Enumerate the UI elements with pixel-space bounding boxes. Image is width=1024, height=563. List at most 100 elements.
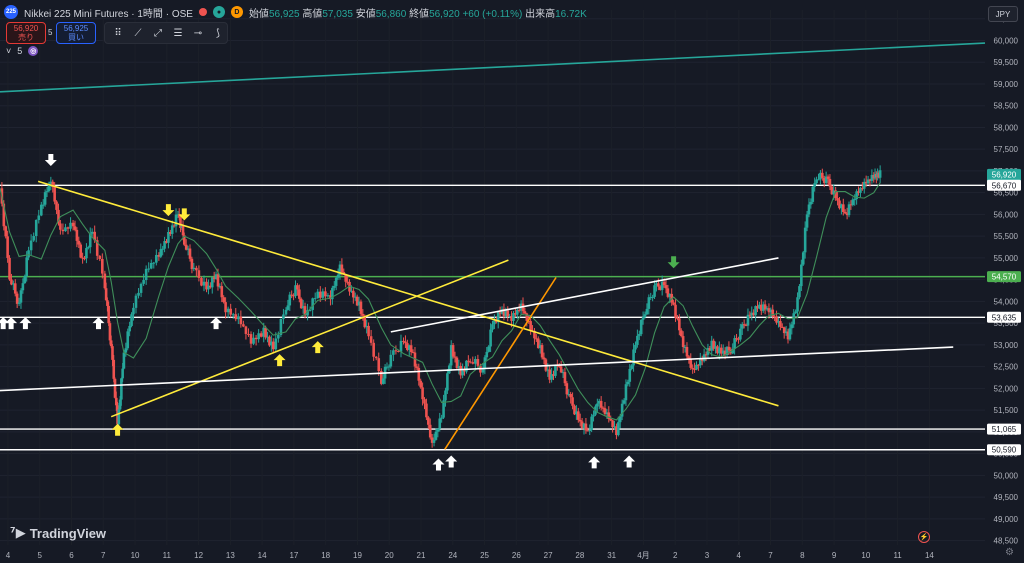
drag-handle-icon[interactable]: ⠿ [114,27,122,39]
candle-body [746,314,750,326]
candle-body [857,191,860,193]
path-icon[interactable]: ⟆ [216,27,220,39]
candle-body [427,417,430,425]
candle-body [794,311,797,314]
arrow-up-icon [92,317,105,330]
candle-body [777,321,780,323]
y-tick-label: 51,500 [994,406,1019,415]
candle-body [765,308,769,310]
candle-body [463,369,466,372]
candle-body [832,190,836,195]
candle-body [588,429,592,431]
candle-body [695,364,698,370]
sell-button[interactable]: 56,920 売り [6,22,46,44]
trendline-icon[interactable]: ⟋ [134,27,142,39]
candle-body [563,372,567,384]
candle-body [580,421,584,429]
candle-body [90,231,94,234]
candle-body [137,292,140,296]
candle-body [66,227,70,229]
candle-body [8,257,11,280]
candle-body [172,225,176,227]
fib-icon[interactable]: ☰ [173,27,183,39]
candle-body [864,181,868,184]
candle-body [205,281,208,290]
candle-body [658,286,662,290]
candle-body [404,341,407,344]
candle-body [303,306,307,316]
currency-button[interactable]: JPY [988,6,1018,22]
candle-body [807,204,811,215]
candle-body [329,295,332,300]
candle-body [679,330,683,337]
candle-body [200,277,203,286]
candle-body [316,291,320,299]
candle-body [425,403,428,418]
collapse-icon[interactable]: ˅ [6,46,12,56]
candle-body [79,244,83,258]
candle-body [372,342,375,357]
price-label-box [987,311,1021,323]
candle-body [643,314,647,318]
ray-icon[interactable]: ⤢ [154,27,162,39]
candle-body [689,359,693,368]
arrow-up-icon [432,458,445,471]
buy-button[interactable]: 56,925 買い [56,22,96,44]
candle-body [647,297,651,309]
candle-body [775,316,778,323]
candle-body [455,357,459,369]
candle-body [862,181,866,189]
candle-body [668,293,672,297]
candle-body [421,387,424,400]
candle-body [626,381,630,385]
candle-body [142,280,145,284]
tradingview-logo: ⁷▶ TradingView [10,526,106,541]
indicator-icon[interactable]: ◎ [28,46,39,56]
candle-body [575,411,578,415]
price-label: 50,590 [992,446,1017,455]
settings-gear-icon[interactable]: ⚙ [1005,547,1014,558]
candle-body [220,286,224,298]
candle-body [817,179,820,181]
candle-body [542,357,546,360]
candle-body [152,262,156,264]
candle-body [538,345,542,349]
candle-body [758,304,761,309]
candle-body [821,172,824,178]
candle-body [181,225,185,236]
candle-body [836,198,839,201]
candle-body [769,309,773,313]
candle-body [111,346,114,360]
candle-body [512,313,515,321]
candle-body [59,223,62,230]
candle-body [188,248,192,259]
alert-icon[interactable]: ⚡ [918,531,930,543]
x-tick-label: 4 [737,551,742,560]
candle-body [805,214,809,228]
candle-body [299,298,303,309]
d-badge: D [230,6,243,18]
candle-body [523,311,527,314]
hline-icon[interactable]: ⊸ [193,27,203,39]
candle-body [95,240,99,256]
candle-body [25,257,28,277]
candle-body [430,437,434,443]
candle-body [352,290,355,298]
x-tick-label: 25 [480,551,489,560]
candle-body [377,358,381,372]
candle-body [29,240,33,251]
candle-body [855,191,858,200]
candle-body [353,296,357,298]
candle-body [12,283,15,285]
candle-body [510,316,513,321]
candle-body [85,248,88,259]
candle-body [170,225,174,234]
candle-body [756,306,759,309]
candle-body [660,281,664,290]
candle-body [601,407,605,409]
chart-title[interactable]: Nikkei 225 Mini Futures · 1時間 · OSE [24,8,193,20]
candle-body [782,327,786,334]
candle-body [786,331,790,340]
candle-body [109,340,113,347]
